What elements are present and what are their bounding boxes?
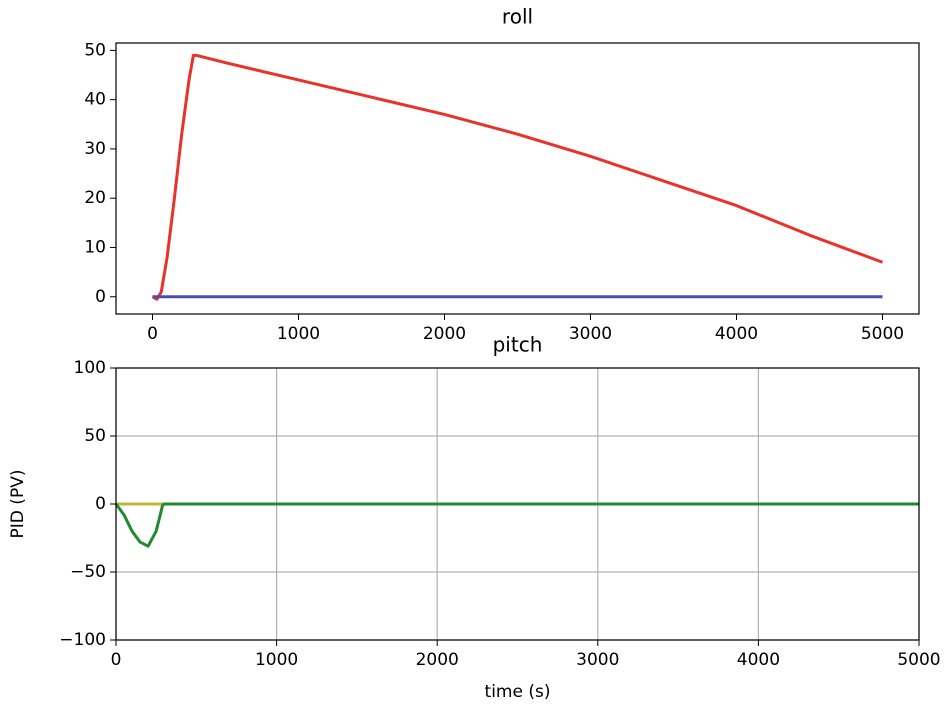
x-tick-label: 4000 (737, 650, 780, 670)
x-tick-label: 0 (111, 650, 122, 670)
x-tick-label: 3000 (576, 650, 619, 670)
y-tick-label: 0 (95, 287, 106, 307)
y-tick-label: 20 (84, 188, 106, 208)
y-tick-label: 50 (84, 426, 106, 446)
x-axis-label: time (s) (485, 682, 551, 702)
x-tick-label: 5000 (897, 650, 940, 670)
x-tick-label: 1000 (255, 650, 298, 670)
y-tick-label: 100 (74, 358, 106, 378)
chart-title: pitch (493, 333, 543, 357)
series-line (114, 502, 919, 548)
y-tick-label: 30 (84, 139, 106, 159)
x-tick-label: 4000 (715, 324, 758, 344)
y-tick-label: 0 (95, 494, 106, 514)
axes-frame (115, 42, 920, 315)
y-tick-label: 40 (84, 90, 106, 110)
axes-frame (115, 367, 920, 641)
series-line (151, 53, 884, 301)
y-tick-label: −100 (59, 630, 106, 650)
x-tick-label: 1000 (277, 324, 320, 344)
chart-title: roll (502, 5, 533, 29)
x-tick-label: 2000 (416, 650, 459, 670)
x-tick-label: 0 (147, 324, 158, 344)
y-axis-label: PID (PV) (8, 470, 28, 539)
x-tick-label: 5000 (861, 324, 904, 344)
y-tick-label: −50 (70, 562, 106, 582)
y-tick-label: 10 (84, 237, 106, 257)
y-tick-label: 50 (84, 40, 106, 60)
x-tick-label: 2000 (423, 324, 466, 344)
x-tick-label: 3000 (569, 324, 612, 344)
